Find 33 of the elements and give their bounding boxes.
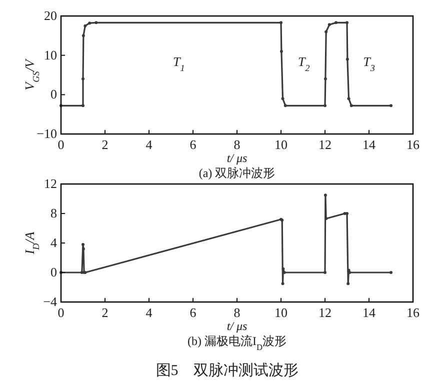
x-tick-label: 14 <box>362 137 376 152</box>
y-tick-label: 20 <box>44 8 57 23</box>
x-tick-label: 6 <box>190 305 197 320</box>
text: (b) 漏极电流I$_{D}$波形 <box>187 334 287 352</box>
y-tick-label: 0 <box>50 264 57 280</box>
x-tick-label: 6 <box>190 137 197 152</box>
annotation: T$_{1}$ <box>173 54 185 73</box>
y-tick-label: 4 <box>50 235 58 250</box>
x-tick-label: 10 <box>274 137 288 152</box>
x-axis-title: t/ μs <box>226 151 248 165</box>
y-tick-label: 8 <box>50 206 57 220</box>
x-tick-label: 12 <box>318 137 332 152</box>
y-tick-label: 10 <box>44 47 57 62</box>
caption: 图5 双脉冲测试波形 <box>156 362 298 379</box>
x-tick-label: 12 <box>318 305 332 320</box>
x-tick-label: 2 <box>102 137 108 152</box>
y-tick-label: −4 <box>43 294 58 309</box>
text: (a) 双脉冲波形 <box>198 166 276 180</box>
x-tick-label: 14 <box>362 305 376 320</box>
x-tick-label: 8 <box>234 137 240 152</box>
x-tick-label: 4 <box>146 137 153 152</box>
x-tick-label: 16 <box>406 305 420 320</box>
x-tick-label: 4 <box>146 305 153 320</box>
y-tick-label: 0 <box>50 86 57 102</box>
x-axis-title: t/ μs <box>226 319 248 333</box>
y-tick-label: −10 <box>36 126 57 141</box>
y-tick-label: 12 <box>44 176 57 191</box>
annotation: T$_{3}$ <box>363 54 376 73</box>
x-tick-label: 8 <box>234 305 240 320</box>
x-tick-label: 10 <box>274 305 288 320</box>
x-tick-label: 2 <box>102 305 108 320</box>
annotation: T$_{2}$ <box>298 54 310 73</box>
x-tick-label: 16 <box>406 137 420 152</box>
